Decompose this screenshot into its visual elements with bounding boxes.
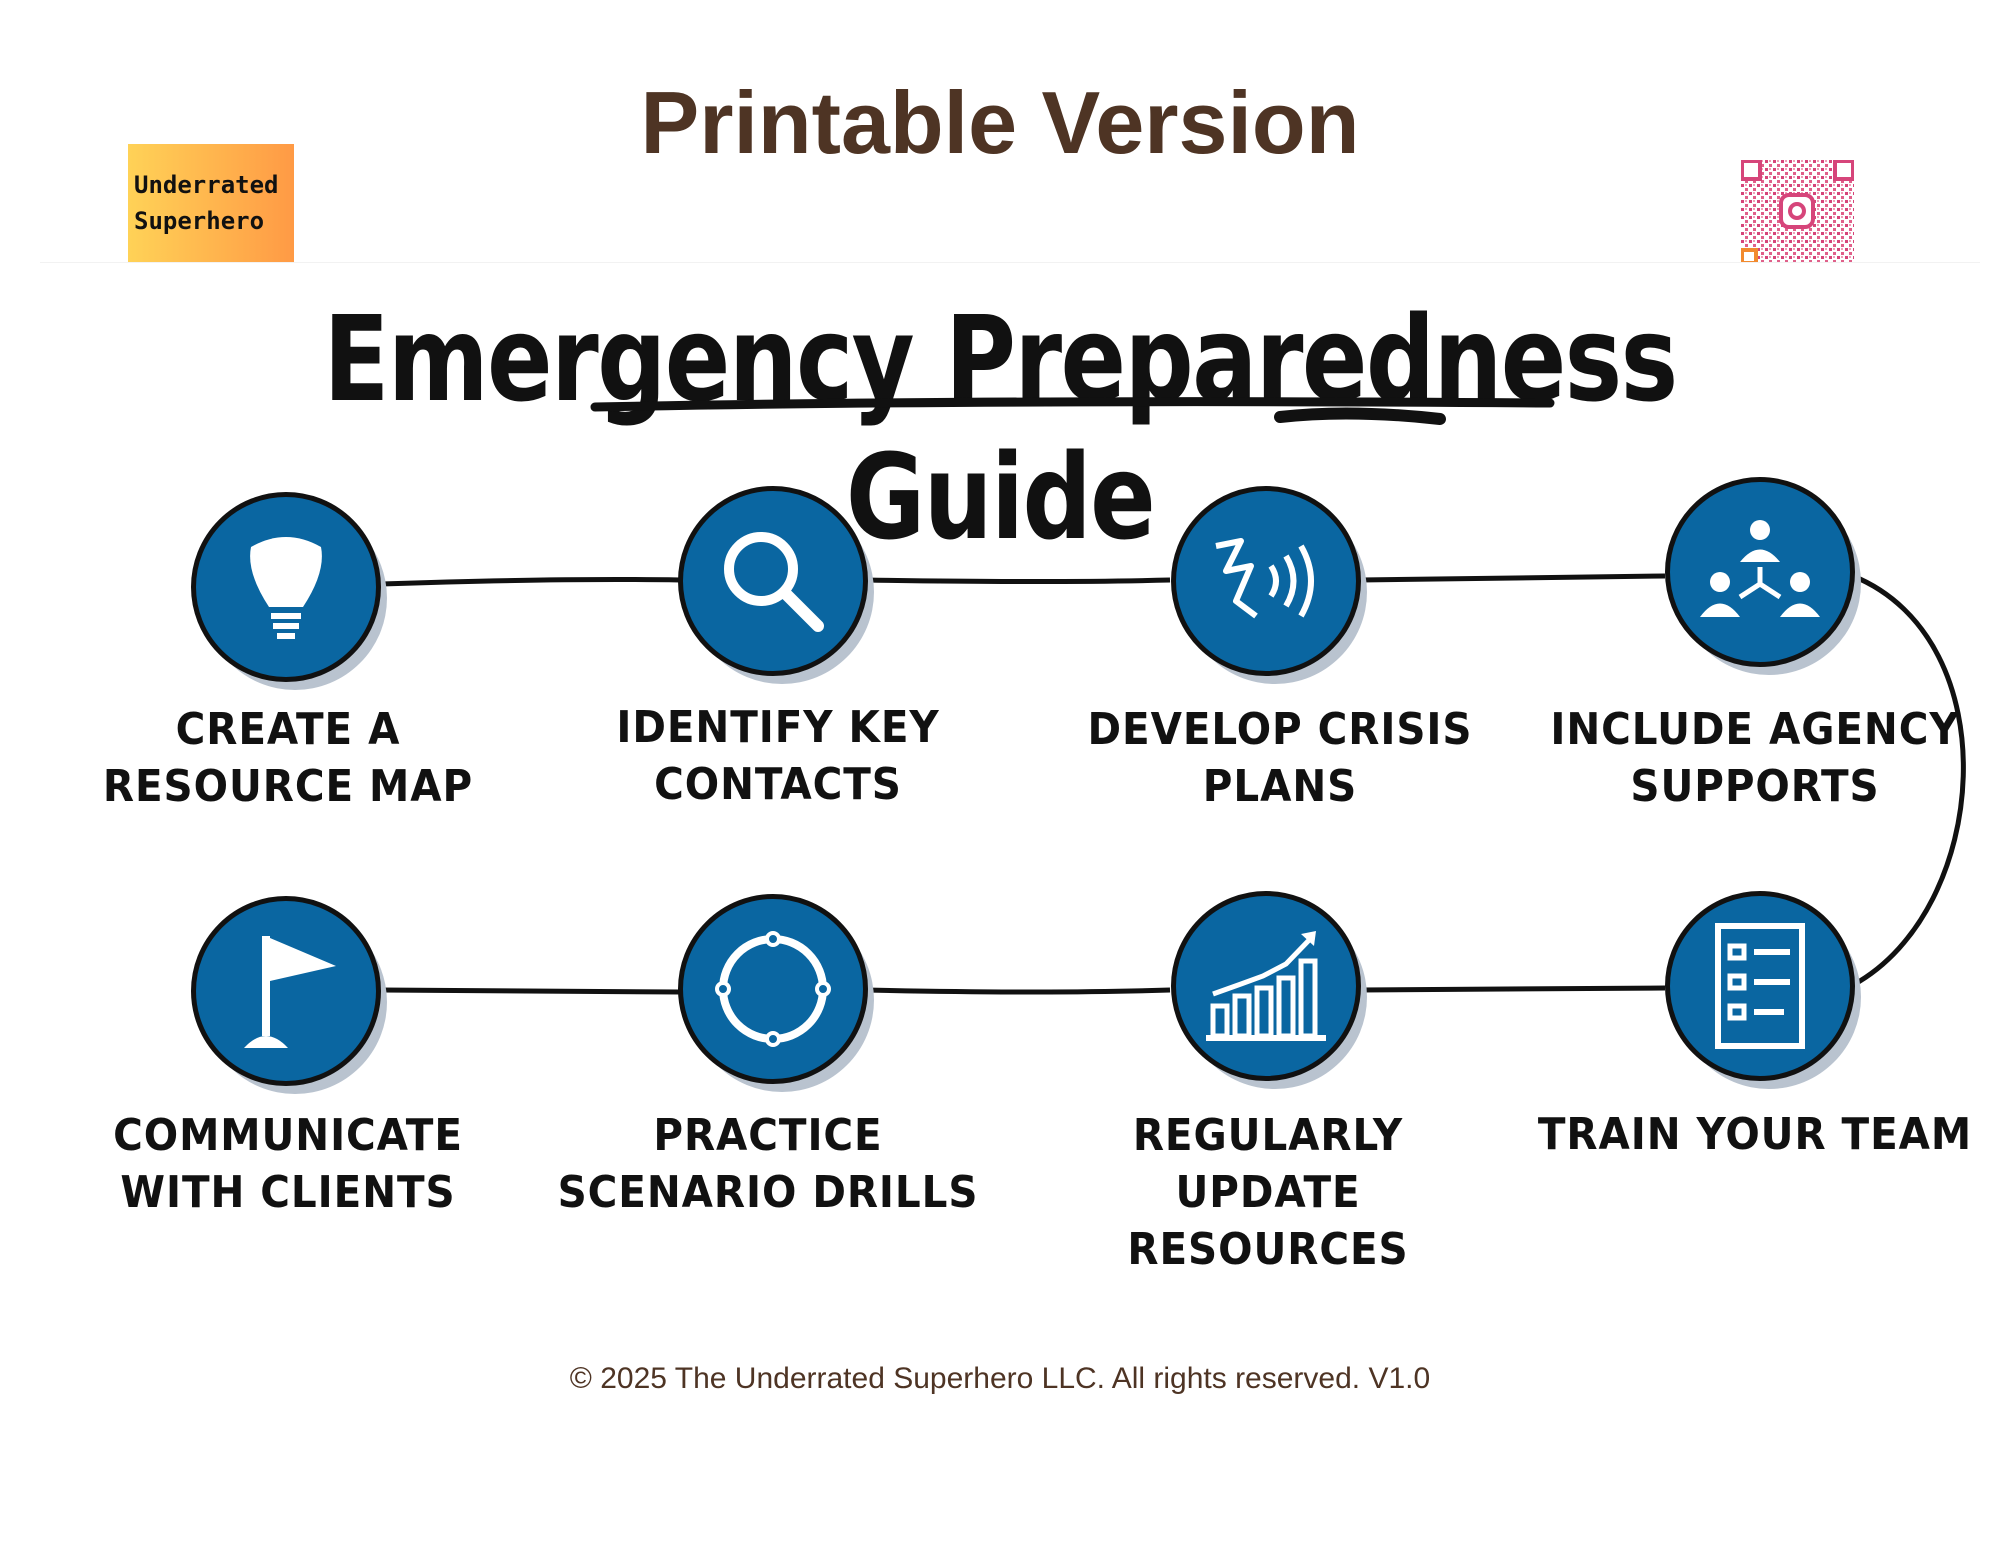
checklist-icon: [1715, 923, 1805, 1049]
step-5-label: Train your team: [1537, 1109, 1973, 1160]
step-7-label: Practice scenario drills: [557, 1110, 979, 1218]
step-4-label: Include agency supports: [1550, 704, 1960, 812]
step-6-label: Regularly update resources: [1127, 1110, 1409, 1275]
step-1-label: Create a resource map: [102, 704, 474, 812]
step-7-icon-circle: [678, 894, 874, 1092]
step-4-icon-circle: [1665, 477, 1861, 675]
logo-line-2: Superhero: [134, 207, 265, 235]
step-8-icon-circle: [191, 896, 387, 1094]
cycle-icon: [715, 931, 831, 1047]
step-1-icon-circle: [191, 492, 387, 690]
step-2-icon-circle: [678, 486, 874, 684]
title-underline: [590, 397, 1555, 425]
printable-version-heading: Printable Version: [640, 73, 1360, 172]
logo-line-1: Underrated: [134, 171, 279, 199]
step-3-icon-circle: [1171, 486, 1367, 684]
step-2-label: Identify key contacts: [616, 702, 940, 810]
underrated-superhero-logo: Underrated Superhero: [128, 144, 294, 262]
network-people-icon: [1700, 520, 1820, 617]
step-8-label: Communicate with clients: [113, 1110, 463, 1218]
copyright-footer: © 2025 The Underrated Superhero LLC. All…: [569, 1362, 1431, 1395]
flag-icon: [244, 936, 336, 1048]
alert-signal-icon: [1215, 538, 1314, 619]
bar-chart-growth-icon: [1206, 931, 1326, 1041]
step-5-icon-circle: [1665, 891, 1861, 1089]
step-6-icon-circle: [1171, 891, 1367, 1089]
lightbulb-icon: [250, 537, 322, 639]
header-divider: [40, 262, 1980, 263]
step-3-label: Develop crisis plans: [1087, 704, 1473, 812]
magnifier-icon: [724, 532, 824, 632]
instagram-qr-icon[interactable]: [1741, 160, 1854, 263]
